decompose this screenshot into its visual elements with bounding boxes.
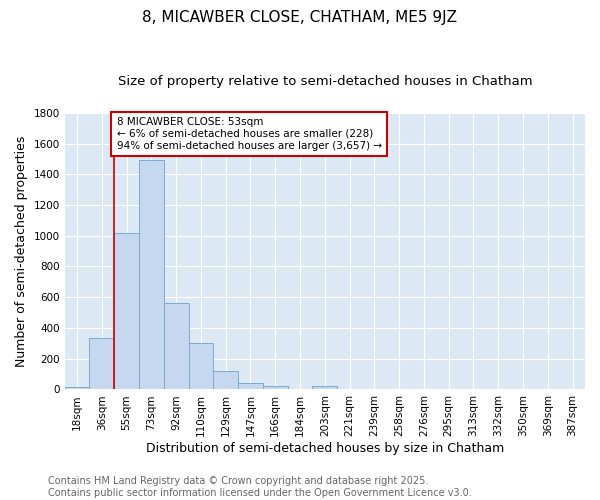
Bar — [214, 371, 238, 390]
Bar — [89, 338, 114, 390]
Bar — [139, 160, 164, 390]
X-axis label: Distribution of semi-detached houses by size in Chatham: Distribution of semi-detached houses by … — [146, 442, 504, 455]
Text: Contains HM Land Registry data © Crown copyright and database right 2025.
Contai: Contains HM Land Registry data © Crown c… — [48, 476, 472, 498]
Y-axis label: Number of semi-detached properties: Number of semi-detached properties — [15, 136, 28, 367]
Bar — [313, 386, 337, 390]
Bar — [114, 232, 139, 390]
Bar — [238, 382, 263, 390]
Bar — [287, 388, 313, 390]
Text: 8, MICAWBER CLOSE, CHATHAM, ME5 9JZ: 8, MICAWBER CLOSE, CHATHAM, ME5 9JZ — [143, 10, 458, 25]
Bar — [65, 386, 89, 390]
Text: 8 MICAWBER CLOSE: 53sqm
← 6% of semi-detached houses are smaller (228)
94% of se: 8 MICAWBER CLOSE: 53sqm ← 6% of semi-det… — [117, 118, 382, 150]
Bar — [188, 344, 214, 390]
Bar — [164, 302, 188, 390]
Title: Size of property relative to semi-detached houses in Chatham: Size of property relative to semi-detach… — [118, 75, 532, 88]
Bar — [263, 386, 287, 390]
